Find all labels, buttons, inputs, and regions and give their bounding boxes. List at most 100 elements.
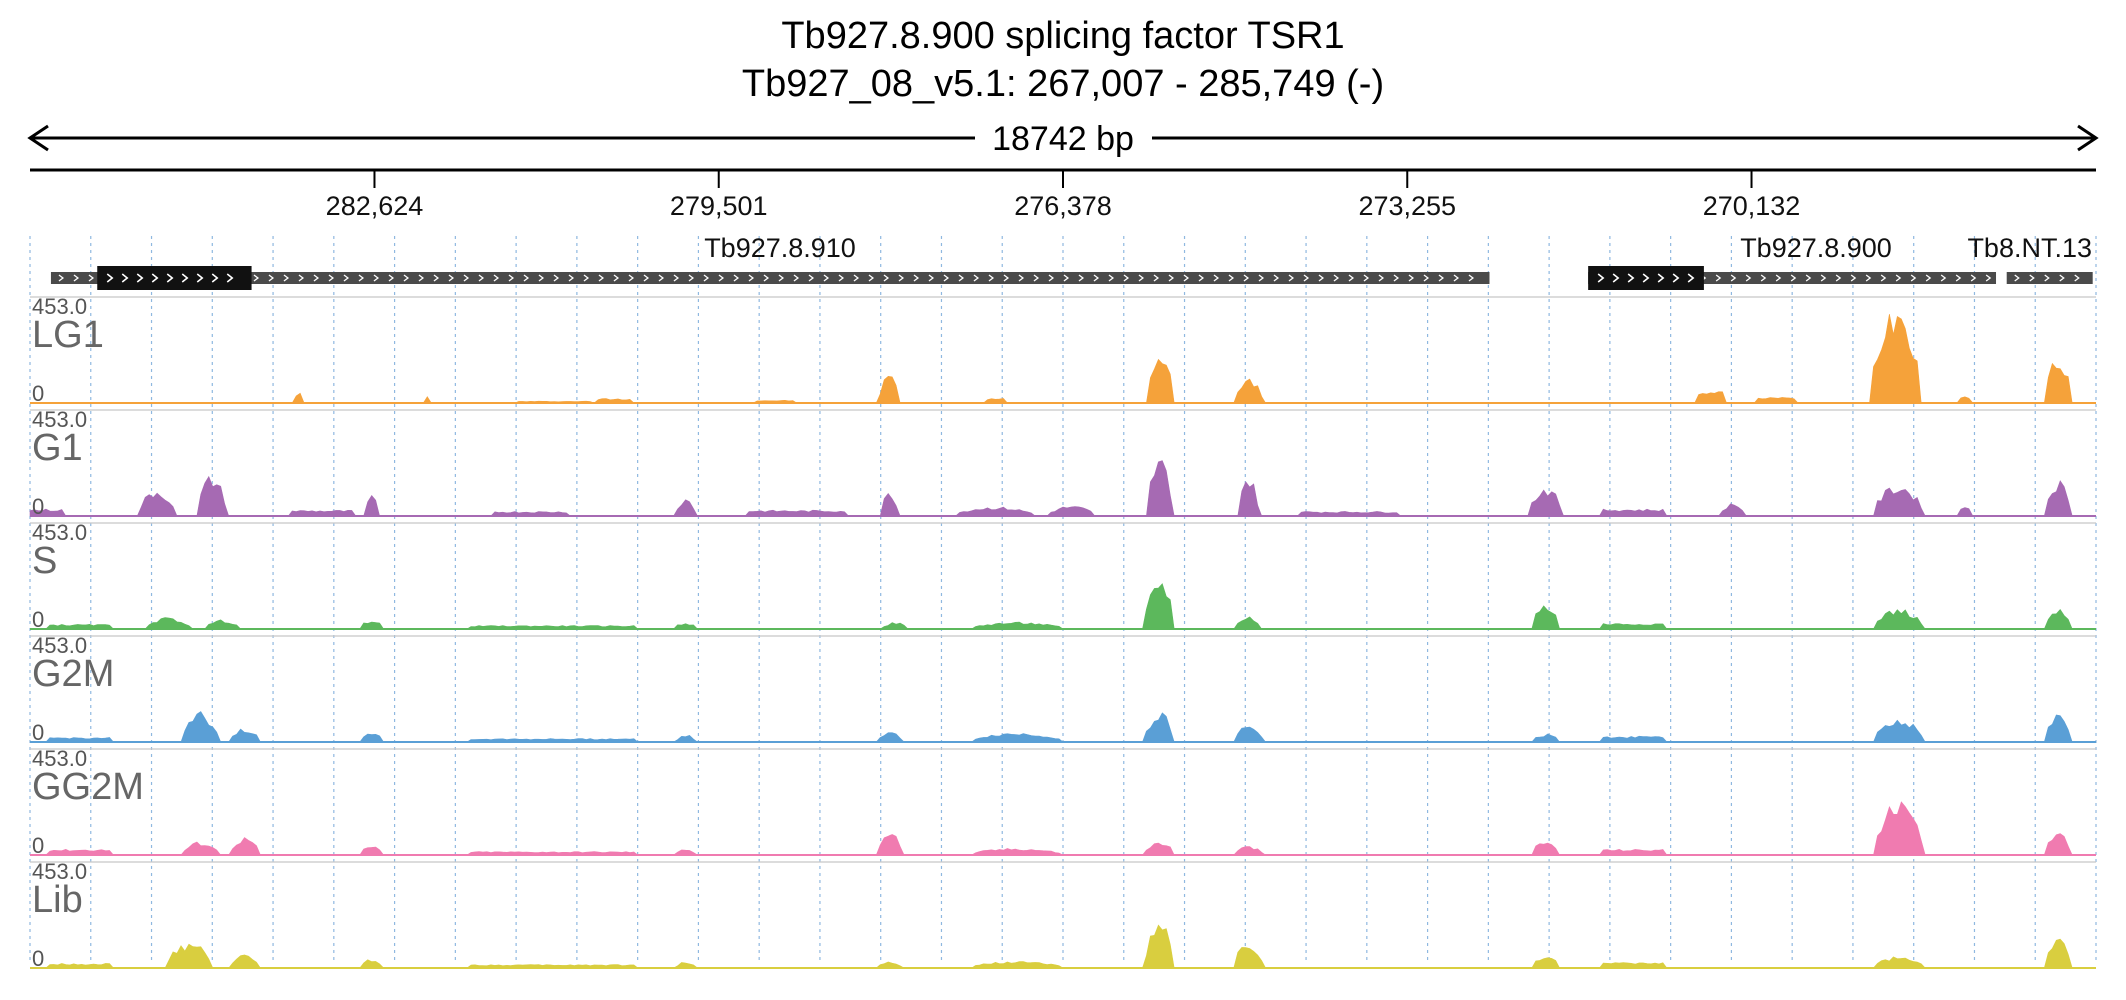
gene-cds[interactable] xyxy=(1588,266,1704,290)
strand-chevron xyxy=(433,274,440,282)
strand-chevron xyxy=(1168,274,1175,282)
coverage-track: 453.0 0 LG1 xyxy=(30,294,2096,406)
strand-chevron xyxy=(1183,274,1190,282)
track-scale-max: 453.0 xyxy=(32,746,87,771)
strand-chevron xyxy=(1835,274,1842,282)
gene-label[interactable]: Tb927.8.900 xyxy=(1740,233,1892,263)
strand-chevron xyxy=(898,274,905,282)
strand-chevron xyxy=(1243,274,1250,282)
strand-chevron xyxy=(973,274,980,282)
strand-chevron xyxy=(703,274,710,282)
strand-chevron xyxy=(1093,274,1100,282)
strand-chevron xyxy=(853,274,860,282)
strand-chevron xyxy=(1078,274,1085,282)
strand-chevron xyxy=(2074,274,2080,282)
strand-chevron xyxy=(1303,274,1310,282)
strand-chevron xyxy=(2014,274,2020,282)
strand-chevron xyxy=(1018,274,1025,282)
strand-chevron xyxy=(508,274,515,282)
strand-chevron xyxy=(478,274,485,282)
track-scale-min: 0 xyxy=(32,946,44,971)
strand-chevron xyxy=(1108,274,1115,282)
strand-chevron xyxy=(166,273,174,283)
strand-chevron xyxy=(448,274,455,282)
track-scale-min: 0 xyxy=(32,833,44,858)
gene-feature[interactable]: Tb8.NT.13 xyxy=(1967,233,2093,284)
strand-chevron xyxy=(1438,274,1445,282)
strand-chevron xyxy=(1775,274,1782,282)
track-label: G1 xyxy=(32,427,83,469)
coverage-tracks: 453.00LG1453.00G1453.00S453.00G2M453.00G… xyxy=(29,294,2096,971)
gene-feature[interactable]: Tb927.8.900 xyxy=(1588,233,1997,290)
strand-chevron xyxy=(106,273,114,283)
track-scale-min: 0 xyxy=(32,381,44,406)
gene-cds[interactable] xyxy=(97,266,252,290)
axis-tick-label: 282,624 xyxy=(326,191,424,221)
coverage-track: 453.0 0 G2M xyxy=(30,633,2096,745)
figure-subtitle: Tb927_08_v5.1: 267,007 - 285,749 (-) xyxy=(742,63,1384,105)
strand-chevron xyxy=(553,274,560,282)
track-label: LG1 xyxy=(32,314,104,356)
strand-chevron xyxy=(1627,273,1635,283)
strand-chevron xyxy=(1985,274,1992,282)
track-label: S xyxy=(32,540,57,582)
track-label: GG2M xyxy=(32,766,144,808)
strand-chevron xyxy=(226,273,234,283)
gene-label[interactable]: Tb927.8.910 xyxy=(704,233,856,263)
strand-chevron xyxy=(523,274,530,282)
strand-chevron xyxy=(1333,274,1340,282)
strand-chevron xyxy=(1453,274,1460,282)
strand-chevron xyxy=(328,274,335,282)
track-scale-max: 453.0 xyxy=(32,407,87,432)
gene-body[interactable] xyxy=(50,272,1490,284)
grid-lines xyxy=(29,236,2097,962)
strand-chevron xyxy=(1850,274,1857,282)
track-label: Lib xyxy=(32,879,83,921)
strand-chevron xyxy=(958,274,965,282)
track-scale-max: 453.0 xyxy=(32,859,87,884)
span-arrow: 18742 bp xyxy=(27,120,2099,158)
strand-chevron xyxy=(1657,273,1665,283)
strand-chevron xyxy=(1393,274,1400,282)
strand-chevron xyxy=(1820,274,1827,282)
strand-chevron xyxy=(1198,274,1205,282)
strand-chevron xyxy=(1805,274,1812,282)
strand-chevron xyxy=(1880,274,1887,282)
strand-chevron xyxy=(73,274,80,282)
gene-track: Tb927.8.910 Tb927.8.900 Tb8.NT.13 xyxy=(50,233,2093,290)
strand-chevron xyxy=(298,274,305,282)
strand-chevron xyxy=(58,274,65,282)
strand-chevron xyxy=(1213,274,1220,282)
strand-chevron xyxy=(613,274,620,282)
strand-chevron xyxy=(883,274,890,282)
strand-chevron xyxy=(253,274,260,282)
strand-chevron xyxy=(823,274,830,282)
strand-chevron xyxy=(343,274,350,282)
strand-chevron xyxy=(1063,274,1070,282)
strand-chevron xyxy=(1865,274,1872,282)
strand-chevron xyxy=(1348,274,1355,282)
strand-chevron xyxy=(196,273,204,283)
strand-chevron xyxy=(643,274,650,282)
track-scale-max: 453.0 xyxy=(32,520,87,545)
strand-chevron xyxy=(1955,274,1962,282)
strand-chevron xyxy=(778,274,785,282)
figure-title: Tb927.8.900 splicing factor TSR1 xyxy=(781,15,1344,57)
track-label: G2M xyxy=(32,653,114,695)
gene-feature[interactable]: Tb927.8.910 xyxy=(50,233,1490,290)
strand-chevron xyxy=(1687,273,1695,283)
strand-chevron xyxy=(1363,274,1370,282)
gene-label[interactable]: Tb8.NT.13 xyxy=(1967,233,2092,263)
strand-chevron xyxy=(733,274,740,282)
strand-chevron xyxy=(403,274,410,282)
strand-chevron xyxy=(1153,274,1160,282)
coverage-track: 453.0 0 GG2M xyxy=(30,746,2096,858)
strand-chevron xyxy=(658,274,665,282)
strand-chevron xyxy=(1123,274,1130,282)
strand-chevron xyxy=(418,274,425,282)
span-length-label: 18742 bp xyxy=(992,120,1134,158)
strand-chevron xyxy=(1910,274,1917,282)
coverage-track: 453.0 0 G1 xyxy=(29,407,2096,519)
strand-chevron xyxy=(1048,274,1055,282)
strand-chevron xyxy=(211,273,219,283)
